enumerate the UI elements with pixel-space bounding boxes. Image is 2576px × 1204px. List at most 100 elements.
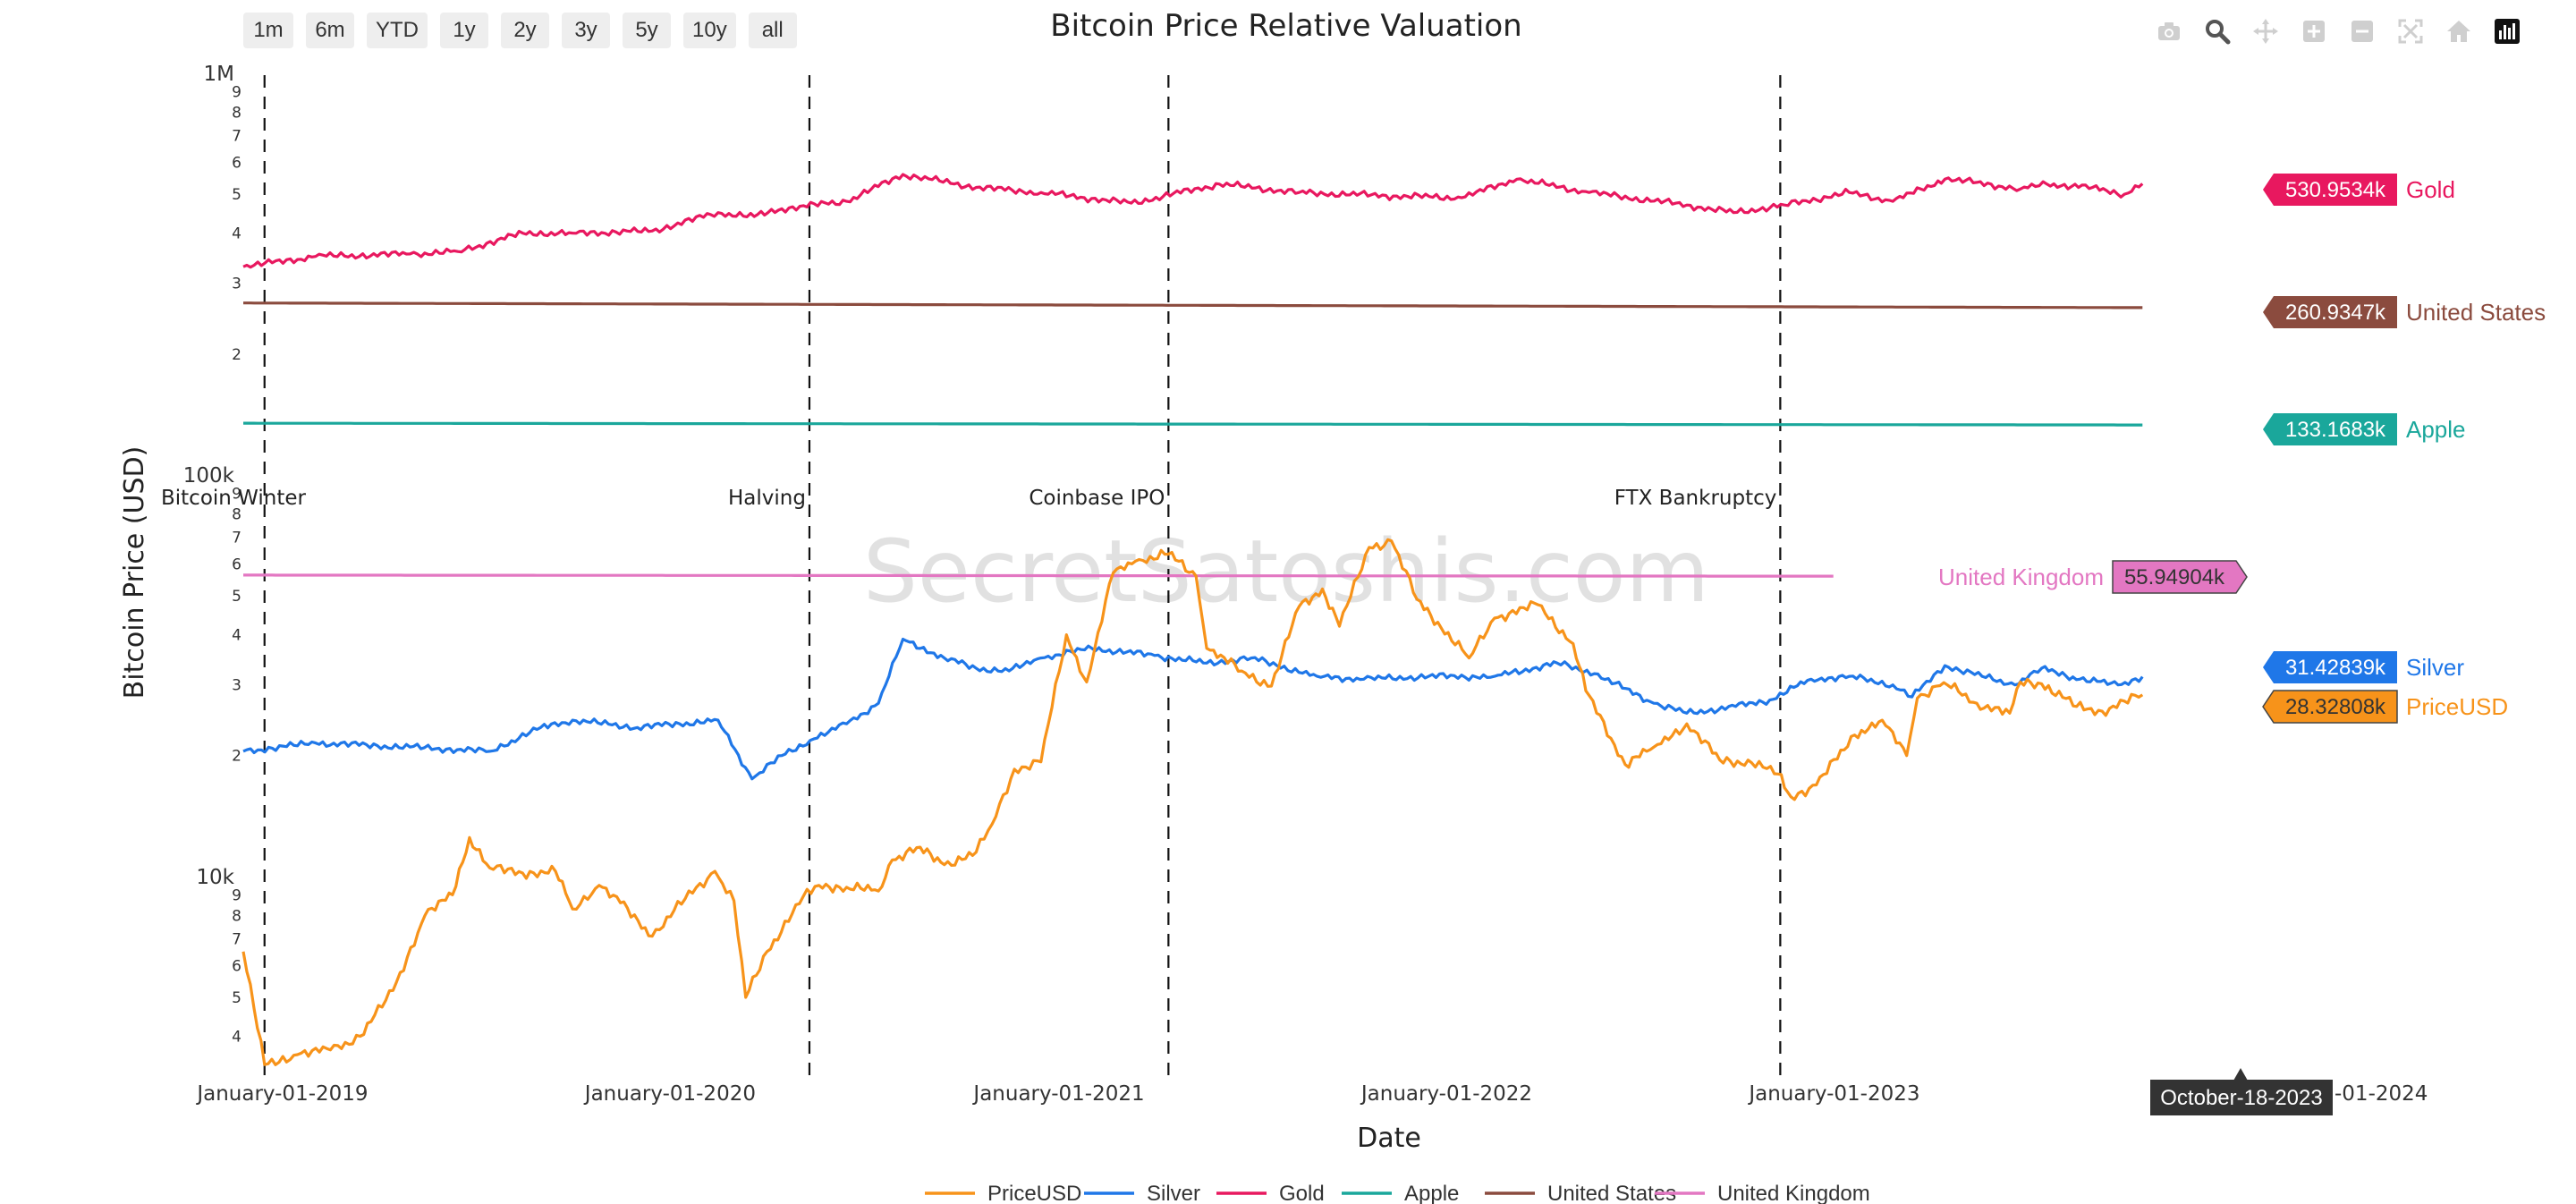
y-tick-label: 1M [204,63,234,86]
event-label: FTX Bankruptcy [1614,487,1777,510]
camera-icon[interactable] [2154,16,2184,47]
y-minor-tick-label: 6 [232,957,242,975]
legend-item[interactable]: PriceUSD [925,1182,1081,1204]
legend-label: United Kingdom [1717,1182,1870,1204]
range-button-1m[interactable]: 1m [243,13,293,48]
y-minor-tick-label: 2 [232,346,242,364]
y-minor-tick-label: 4 [232,1028,242,1046]
legend-label: Silver [1147,1182,1200,1204]
y-minor-tick-label: 3 [232,276,242,293]
y-minor-tick-label: 8 [232,505,242,523]
legend-item[interactable]: Apple [1342,1182,1459,1204]
range-button-5y[interactable]: 5y [623,13,671,48]
legend-item[interactable]: Silver [1084,1182,1200,1204]
range-button-3y[interactable]: 3y [562,13,610,48]
y-minor-tick-label: 4 [232,225,242,243]
modebar [2154,16,2522,47]
event-label: Coinbase IPO [1029,487,1165,510]
x-tick-label: January-01-2020 [583,1082,756,1106]
y-minor-tick-label: 7 [232,529,242,547]
y-minor-tick-label: 7 [232,128,242,146]
series-end-labels: 28.32808k PriceUSD 31.42839k Silver 530.9534… [1938,174,2546,724]
y-minor-tick-label: 7 [232,930,242,948]
event-label: Bitcoin Winter [161,487,307,510]
series-end-value: 260.9347k [2285,301,2386,325]
y-tick-label: 10k [196,866,234,889]
series-line [242,637,2144,781]
pan-icon[interactable] [2250,16,2281,47]
x-axis-label: Date [1357,1123,1421,1154]
series-end-name: Gold [2406,176,2455,203]
series-end-value: 530.9534k [2285,178,2386,202]
legend-label: Apple [1404,1182,1459,1204]
y-minor-tick-label: 6 [232,556,242,574]
legend-label: Gold [1279,1182,1325,1204]
series-lines [242,173,2144,1066]
y-minor-tick-label: 8 [232,907,242,925]
legend-label: PriceUSD [987,1182,1081,1204]
series-end-value: 55.94904k [2124,565,2225,589]
series-end-value: 28.32808k [2285,695,2386,719]
series-end-tag [2263,413,2397,445]
hover-label: October-18-2023 [2150,1068,2333,1115]
zoom-in-icon[interactable] [2299,16,2329,47]
series-end-name: Silver [2406,654,2464,681]
legend: PriceUSD Silver Gold Apple United States Unit… [925,1182,1870,1204]
zoom-out-icon[interactable] [2347,16,2377,47]
legend-item[interactable]: Gold [1216,1182,1325,1204]
reset-axes-icon[interactable] [2444,16,2474,47]
range-button-all[interactable]: all [748,13,797,48]
x-tick-label: January-01-2022 [1360,1082,1532,1106]
x-axis-ticks: January-01-2019 January-01-2020 January-01… [195,1082,2428,1106]
y-minor-tick-label: 5 [232,588,242,606]
y-minor-tick-label: 8 [232,105,242,123]
y-minor-tick-label: 6 [232,155,242,173]
range-button-10y[interactable]: 10y [683,13,736,48]
y-minor-tick-label: 9 [232,485,242,503]
zoom-icon[interactable] [2202,16,2233,47]
legend-item[interactable]: United Kingdom [1655,1182,1870,1204]
series-end-name: United States [2406,299,2546,326]
autoscale-icon[interactable] [2395,16,2426,47]
series-line [243,421,2143,427]
x-tick-label: January-01-2019 [195,1082,368,1106]
series-end-name: United Kingdom [1938,564,2104,590]
y-minor-tick-label: 4 [232,627,242,645]
series-line [242,173,2144,269]
y-minor-tick-label: 5 [232,186,242,204]
series-end-tag [2263,296,2397,328]
y-minor-tick-label: 9 [232,886,242,904]
y-axis-ticks: 10k 100k 1M 4 5 6 7 8 9 2 3 4 5 6 7 8 9 2 3 4 5 6 7 8 9 [183,63,242,1046]
series-end-value: 133.1683k [2285,418,2386,442]
series-line [243,301,2143,309]
y-minor-tick-label: 5 [232,989,242,1007]
range-selector: 1m 6m YTD 1y 2y 3y 5y 10y all [243,13,797,48]
legend-item[interactable]: United States [1485,1182,1676,1204]
series-end-tag [2263,174,2397,206]
series-end-tag [2112,560,2248,594]
x-tick-label: -01-2024 [2334,1082,2428,1106]
y-minor-tick-label: 3 [232,677,242,695]
y-axis-label: Bitcoin Price (USD) [119,446,150,700]
x-tick-label: January-01-2023 [1747,1082,1919,1106]
range-button-ytd[interactable]: YTD [367,13,428,48]
plotly-logo-icon[interactable] [2492,16,2522,47]
range-button-6m[interactable]: 6m [306,13,354,48]
hover-date: October-18-2023 [2160,1086,2322,1110]
range-button-1y[interactable]: 1y [440,13,488,48]
y-minor-tick-label: 9 [232,84,242,102]
x-tick-label: January-01-2021 [971,1082,1144,1106]
series-line [243,573,1834,578]
chart-title: Bitcoin Price Relative Valuation [1050,8,1521,44]
event-label: Halving [728,487,806,510]
y-tick-label: 100k [183,464,235,488]
series-end-value: 31.42839k [2285,656,2386,680]
series-line [242,538,2144,1066]
series-end-name: Apple [2406,416,2466,443]
series-end-name: PriceUSD [2406,693,2508,720]
y-minor-tick-label: 2 [232,748,242,766]
range-button-2y[interactable]: 2y [501,13,549,48]
watermark: SecretSatoshis.com [863,521,1709,622]
series-end-tag [2263,651,2397,683]
